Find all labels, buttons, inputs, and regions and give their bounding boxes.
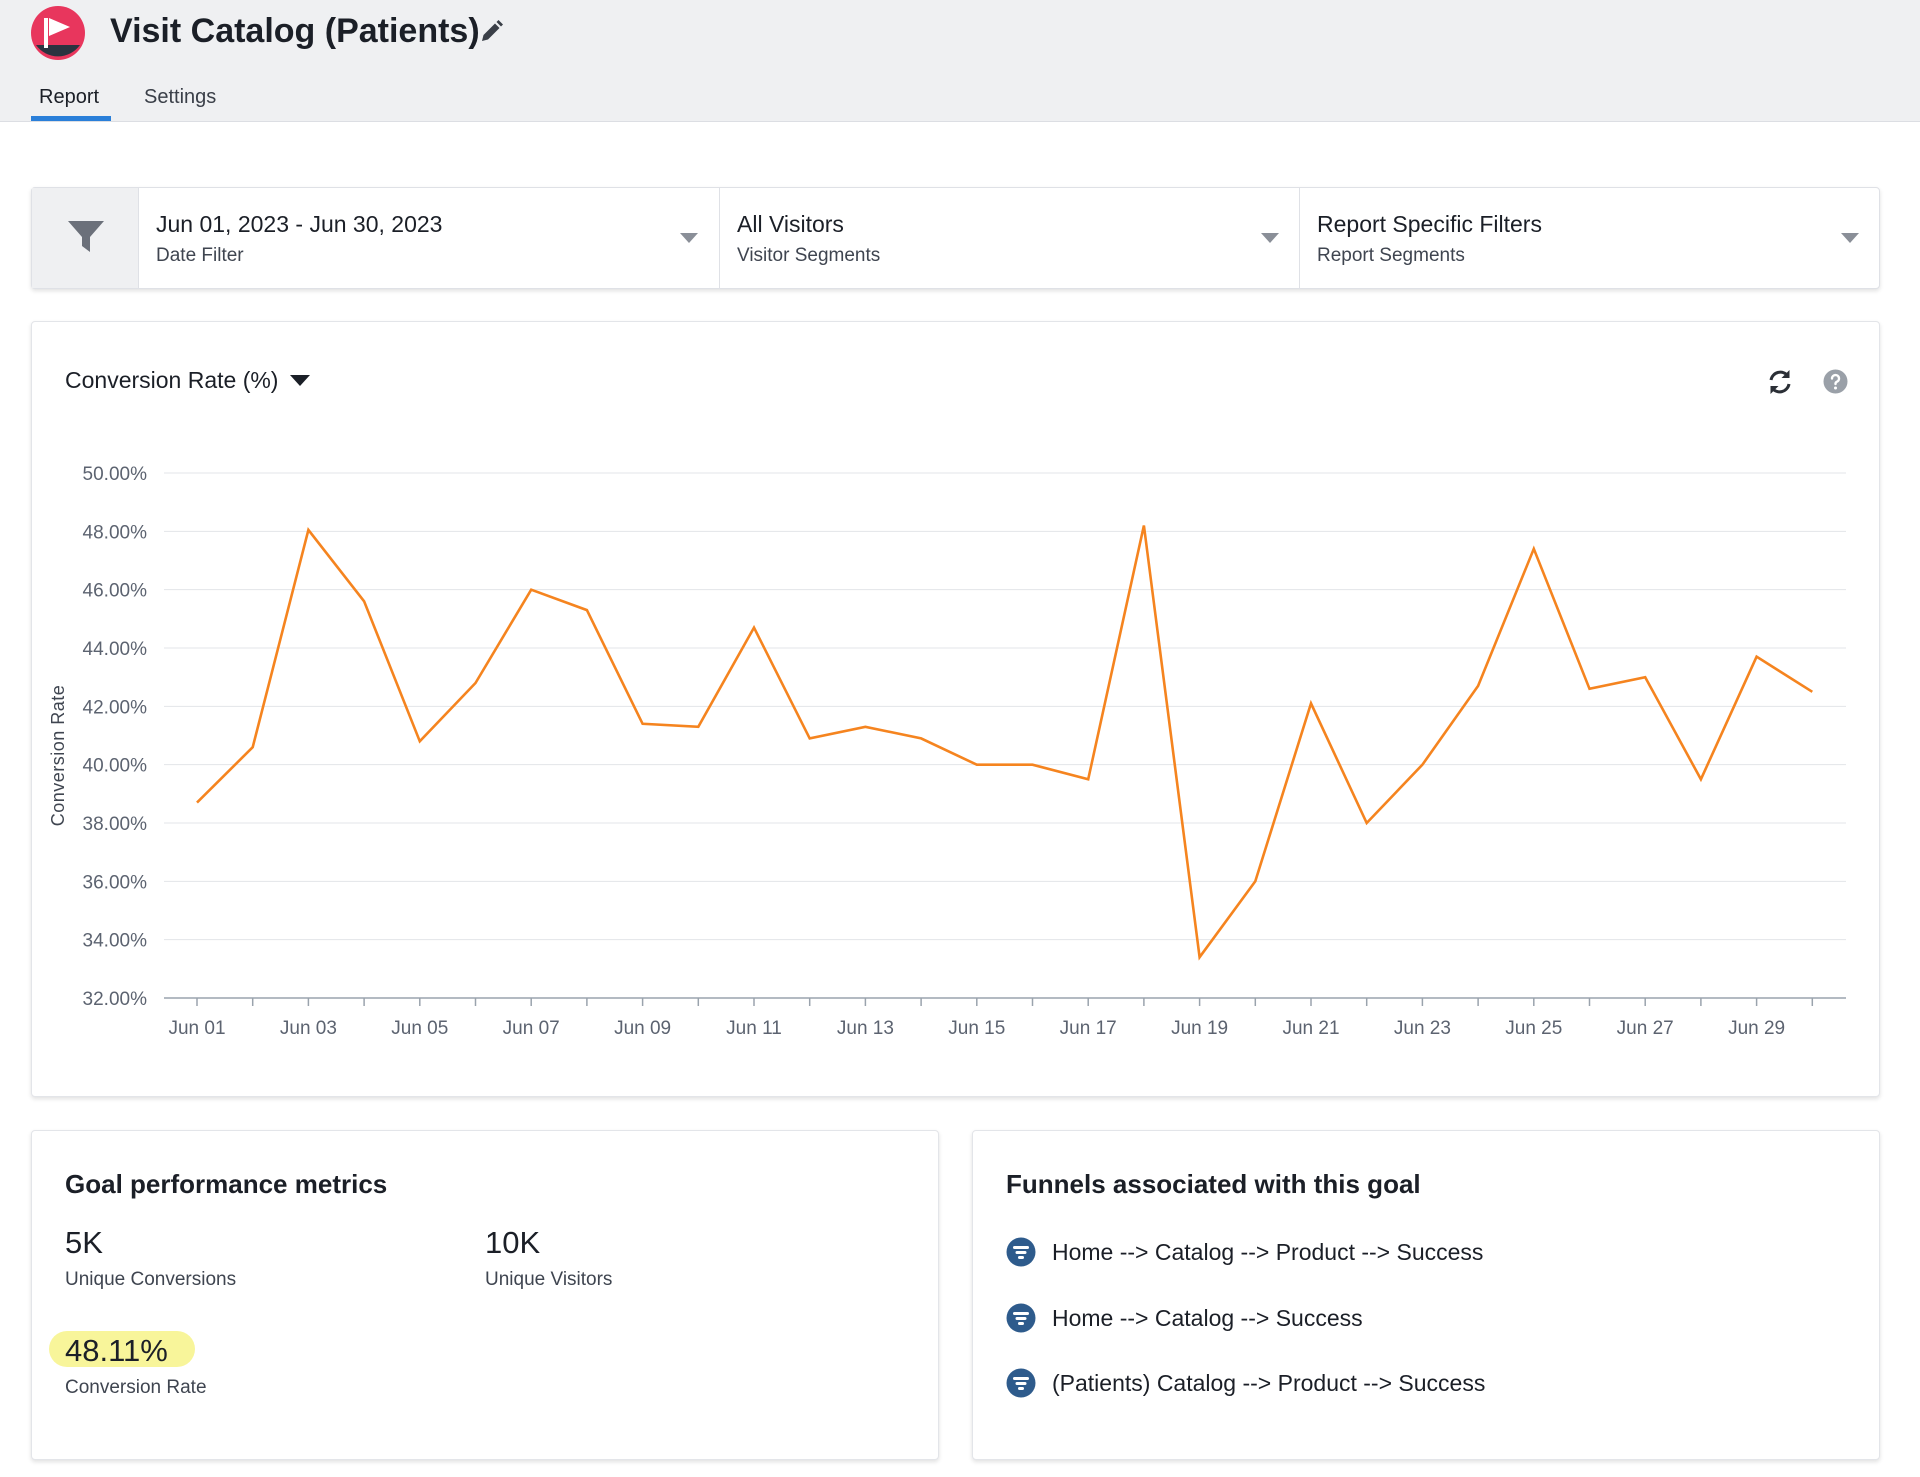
top-bar: Visit Catalog (Patients) Report Settings bbox=[0, 0, 1920, 122]
conversion-rate-label: Conversion Rate bbox=[65, 1377, 207, 1398]
y-tick-label: 42.00% bbox=[83, 697, 148, 718]
active-tab-indicator bbox=[31, 116, 111, 121]
unique-conversions-value: 5K bbox=[65, 1225, 103, 1260]
x-tick-label: Jun 07 bbox=[503, 1018, 560, 1039]
conversion-chart-card: 50.00% 48.00% 46.00% 44.00% 42.00% 40.00% 38.0… bbox=[31, 321, 1880, 1097]
question-mark-icon[interactable] bbox=[1823, 369, 1848, 394]
x-tick-label: Jun 19 bbox=[1171, 1018, 1228, 1039]
y-tick-label: 44.00% bbox=[83, 639, 148, 660]
x-tick-label: Jun 03 bbox=[280, 1018, 337, 1039]
visitor-segments-value: All Visitors bbox=[737, 211, 844, 237]
series-line bbox=[196, 525, 1813, 961]
funnel-item[interactable]: Home --> Catalog --> Success bbox=[1006, 1301, 1363, 1335]
date-filter-label: Date Filter bbox=[156, 245, 244, 266]
funnel-filter-icon bbox=[68, 221, 104, 252]
funnel-icon bbox=[1006, 1368, 1036, 1398]
y-tick-label: 40.00% bbox=[83, 756, 148, 777]
tab-settings[interactable]: Settings bbox=[144, 86, 217, 108]
filter-toggle-button[interactable] bbox=[32, 188, 139, 288]
pencil-icon[interactable] bbox=[477, 18, 505, 46]
visitor-segments-label: Visitor Segments bbox=[737, 245, 881, 266]
y-tick-label: 50.00% bbox=[83, 464, 148, 485]
x-tick-label: Jun 11 bbox=[726, 1018, 782, 1039]
page-title: Visit Catalog (Patients) bbox=[110, 12, 480, 50]
filter-bar: Jun 01, 2023 - Jun 30, 2023 Date Filter … bbox=[31, 187, 1880, 289]
unique-visitors-value: 10K bbox=[485, 1225, 541, 1260]
report-segments-value: Report Specific Filters bbox=[1317, 211, 1542, 237]
flag-logo-icon bbox=[31, 6, 85, 60]
funnel-label: Home --> Catalog --> Success bbox=[1052, 1304, 1363, 1331]
y-tick-label: 32.00% bbox=[83, 989, 148, 1010]
funnel-label: (Patients) Catalog --> Product --> Succe… bbox=[1052, 1369, 1486, 1396]
x-tick-label: Jun 21 bbox=[1282, 1018, 1339, 1039]
x-tick-label: Jun 09 bbox=[614, 1018, 671, 1039]
visitor-segments-filter[interactable]: All Visitors Visitor Segments bbox=[720, 188, 1300, 288]
unique-conversions-label: Unique Conversions bbox=[65, 1269, 237, 1290]
x-tick-label: Jun 29 bbox=[1728, 1018, 1785, 1039]
funnel-item[interactable]: Home --> Catalog --> Product --> Success bbox=[1006, 1235, 1483, 1269]
x-tick-label: Jun 25 bbox=[1505, 1018, 1562, 1039]
caret-down-icon bbox=[290, 375, 311, 386]
metric-selector-label: Conversion Rate (%) bbox=[65, 367, 279, 393]
y-tick-label: 48.00% bbox=[83, 522, 148, 543]
y-tick-label: 46.00% bbox=[83, 581, 148, 602]
conversion-rate-chart: 50.00% 48.00% 46.00% 44.00% 42.00% 40.00% 38.0… bbox=[48, 464, 1846, 1039]
x-tick-label: Jun 05 bbox=[391, 1018, 448, 1039]
tab-report[interactable]: Report bbox=[39, 86, 100, 108]
conversion-rate-highlight bbox=[49, 1331, 195, 1367]
conversion-rate-value: 48.11% bbox=[65, 1333, 168, 1368]
chevron-down-icon bbox=[680, 233, 698, 243]
funnel-item[interactable]: (Patients) Catalog --> Product --> Succe… bbox=[1006, 1366, 1485, 1400]
funnels-card-title: Funnels associated with this goal bbox=[1006, 1169, 1421, 1199]
report-segments-label: Report Segments bbox=[1317, 245, 1465, 266]
x-tick-label: Jun 27 bbox=[1617, 1018, 1674, 1039]
date-filter-value: Jun 01, 2023 - Jun 30, 2023 bbox=[156, 211, 443, 237]
funnel-label: Home --> Catalog --> Product --> Success bbox=[1052, 1238, 1484, 1265]
chevron-down-icon bbox=[1261, 233, 1279, 243]
metrics-card-title: Goal performance metrics bbox=[65, 1169, 388, 1199]
refresh-icon[interactable] bbox=[1765, 367, 1795, 397]
y-tick-label: 38.00% bbox=[83, 814, 148, 835]
x-tick-label: Jun 13 bbox=[837, 1018, 894, 1039]
x-tick-label: Jun 23 bbox=[1394, 1018, 1451, 1039]
chevron-down-icon bbox=[1841, 233, 1859, 243]
goal-metrics-card: Goal performance metrics 5K Unique Conve… bbox=[31, 1130, 939, 1460]
date-filter[interactable]: Jun 01, 2023 - Jun 30, 2023 Date Filter bbox=[139, 188, 720, 288]
funnel-icon bbox=[1006, 1237, 1036, 1267]
x-tick-label: Jun 17 bbox=[1060, 1018, 1117, 1039]
funnel-icon bbox=[1006, 1303, 1036, 1333]
y-tick-label: 36.00% bbox=[83, 872, 148, 893]
y-axis-title: Conversion Rate bbox=[48, 685, 68, 827]
x-tick-label: Jun 15 bbox=[948, 1018, 1005, 1039]
metric-selector-dropdown[interactable]: Conversion Rate (%) bbox=[65, 367, 311, 394]
unique-visitors-label: Unique Visitors bbox=[485, 1269, 613, 1290]
x-tick-label: Jun 01 bbox=[168, 1018, 225, 1039]
report-segments-filter[interactable]: Report Specific Filters Report Segments bbox=[1300, 188, 1879, 288]
y-tick-label: 34.00% bbox=[83, 931, 148, 952]
funnels-card: Funnels associated with this goal Home -… bbox=[972, 1130, 1880, 1460]
